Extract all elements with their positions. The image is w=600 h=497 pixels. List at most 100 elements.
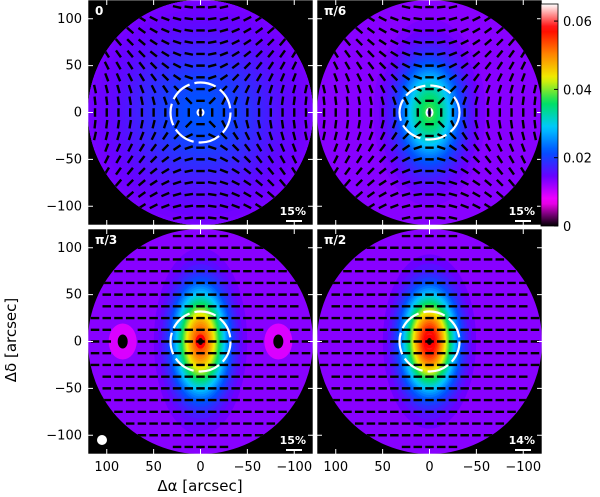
polarization-vector xyxy=(345,96,350,106)
polarization-vector xyxy=(174,96,181,106)
polarization-vector xyxy=(116,84,121,94)
polarization-vector xyxy=(161,143,170,152)
polarization-vector xyxy=(485,84,491,94)
polarization-vector xyxy=(343,178,352,187)
polarization-vector xyxy=(367,155,375,164)
polarization-vector xyxy=(231,167,240,175)
polarization-vector xyxy=(378,38,387,46)
polarization-vector xyxy=(484,179,493,187)
polarization-vector xyxy=(268,131,274,141)
x-axis-label: Δα [arcsec] xyxy=(157,477,242,495)
polarization-vector xyxy=(208,120,217,129)
polarization-vector xyxy=(357,96,362,106)
polarization-vector xyxy=(368,131,374,141)
polarization-vector xyxy=(172,16,182,21)
polarization-vector xyxy=(389,203,399,209)
polarization-vector xyxy=(150,131,157,141)
polarization-vector xyxy=(232,131,240,141)
polarization-vector xyxy=(207,169,217,174)
polarization-vector xyxy=(126,49,134,58)
polarization-vector xyxy=(149,61,158,70)
polarization-vector xyxy=(138,61,146,70)
polarization-vector xyxy=(474,96,479,106)
panel-1: 0 15% xyxy=(88,0,313,225)
polarization-vector xyxy=(231,155,240,163)
scale-label: 14% xyxy=(509,434,535,447)
polarization-vector xyxy=(172,28,182,33)
polarization-vector xyxy=(401,16,411,21)
polarization-vector xyxy=(184,132,194,139)
polarization-vector xyxy=(379,131,386,141)
polarization-vector xyxy=(207,63,217,68)
x-tick-label: 100 xyxy=(323,460,348,475)
polarization-vector xyxy=(413,120,422,129)
polarization-vector xyxy=(460,179,469,186)
y-axis-label: Δδ [arcsec] xyxy=(2,298,20,382)
polarization-vector xyxy=(126,167,134,176)
polarization-vector xyxy=(462,96,468,106)
polarization-vector xyxy=(345,84,350,94)
polarization-vector xyxy=(115,155,122,164)
polarization-vector xyxy=(333,84,338,94)
polarization-vector xyxy=(496,61,504,70)
polarization-vector xyxy=(448,204,458,209)
polarization-vector xyxy=(231,39,240,46)
panel-4: π/2 14% xyxy=(317,229,542,454)
polarization-vector xyxy=(184,145,194,151)
polarization-vector xyxy=(390,155,399,163)
polarization-vector xyxy=(161,131,169,141)
polarization-vector xyxy=(343,38,352,47)
polarization-vector xyxy=(220,96,227,106)
polarization-vector xyxy=(219,215,229,221)
polarization-vector xyxy=(413,63,423,68)
scale-label: 15% xyxy=(509,205,535,218)
polarization-vector xyxy=(207,145,217,151)
x-tick-label: 0 xyxy=(196,460,204,475)
polarization-vector xyxy=(279,143,286,153)
polarization-vector xyxy=(355,155,363,164)
polarization-vector xyxy=(533,119,537,129)
polarization-vector xyxy=(128,96,133,106)
polarization-vector xyxy=(161,62,170,70)
polarization-vector xyxy=(255,155,263,164)
x-tick-label: 0 xyxy=(425,460,433,475)
polarization-vector xyxy=(496,167,504,176)
polarization-vector xyxy=(150,73,158,82)
polarization-vector xyxy=(160,203,170,209)
polarization-vector xyxy=(279,61,286,70)
polarization-vector xyxy=(220,132,228,140)
polarization-vector xyxy=(244,131,251,141)
polarization-vector xyxy=(322,96,326,106)
polarization-vector xyxy=(367,73,375,82)
polarization-vector xyxy=(219,73,229,81)
colorbar: 0 0.02 0.04 0.06 xyxy=(540,3,592,235)
polarization-vector xyxy=(495,38,504,47)
polarization-vector xyxy=(355,49,363,58)
polarization-vector xyxy=(231,179,240,186)
colorbar-tick-label: 0 xyxy=(563,220,571,235)
polarization-vector xyxy=(256,84,262,94)
polarization-vector xyxy=(448,73,458,81)
polarization-vector xyxy=(367,61,375,70)
polarization-vector xyxy=(127,131,133,141)
polarization-vectors xyxy=(319,234,540,449)
polarization-vector xyxy=(137,38,146,46)
polarization-vector xyxy=(484,143,492,152)
polarization-vector xyxy=(266,178,275,187)
polarization-vector xyxy=(322,119,326,129)
polarization-vector xyxy=(126,155,134,164)
polarization-vector xyxy=(460,27,470,34)
polarization-vector xyxy=(521,96,525,106)
panel-label: π/6 xyxy=(324,4,346,18)
polarization-vector xyxy=(390,143,399,152)
polarization-vector xyxy=(448,51,458,57)
polarization-vector xyxy=(390,179,399,186)
polarization-vector xyxy=(257,119,262,129)
polarization-vector xyxy=(304,96,308,106)
polarization-vector xyxy=(344,61,351,70)
polarization-vector xyxy=(485,131,491,141)
polarization-vector xyxy=(161,39,170,46)
polarization-vector xyxy=(334,119,338,129)
polarization-vector xyxy=(232,84,240,94)
polarization-vector xyxy=(279,49,286,59)
